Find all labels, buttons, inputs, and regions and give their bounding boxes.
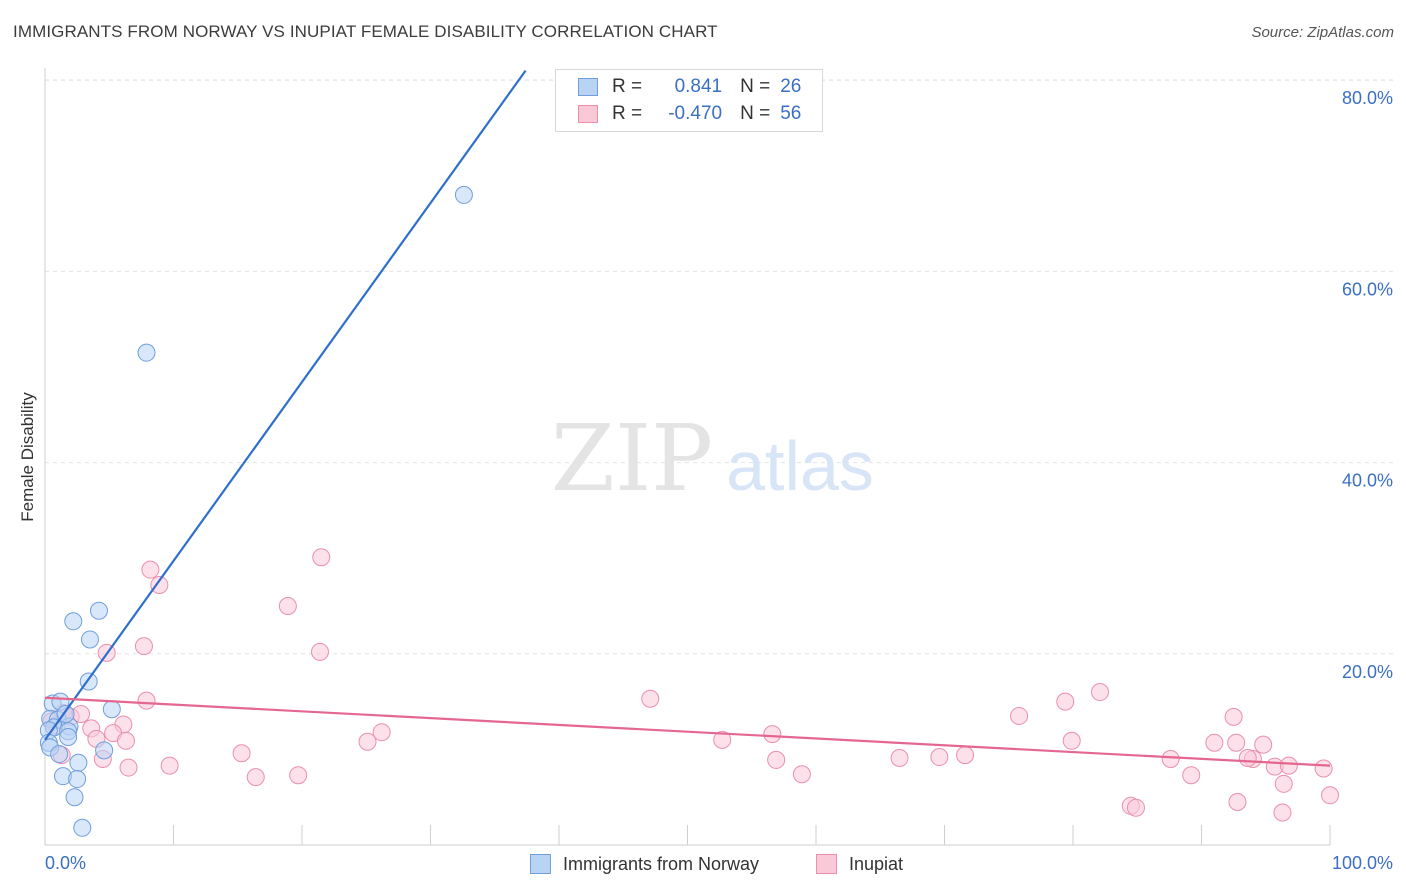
- norway-point[interactable]: [73, 818, 92, 837]
- inupiat-point[interactable]: [1090, 683, 1109, 702]
- legend-r-label: R =: [612, 103, 643, 124]
- inupiat-point[interactable]: [763, 725, 782, 744]
- inupiat-point[interactable]: [119, 758, 138, 777]
- inupiat-point[interactable]: [150, 575, 169, 594]
- source-label: Source: ZipAtlas.com: [1251, 24, 1394, 41]
- norway-point[interactable]: [80, 630, 99, 649]
- norway-point[interactable]: [95, 741, 114, 760]
- inupiat-swatch: [578, 105, 598, 123]
- inupiat-point[interactable]: [1273, 803, 1292, 822]
- inupiat-point[interactable]: [956, 746, 975, 765]
- inupiat-point[interactable]: [767, 750, 786, 769]
- norway-point[interactable]: [454, 185, 473, 204]
- norway-point[interactable]: [69, 753, 88, 772]
- inupiat-point[interactable]: [1228, 792, 1247, 811]
- inupiat-trend-line: [44, 696, 1331, 767]
- inupiat-point[interactable]: [641, 689, 660, 708]
- y-tick-label: 40.0%: [1342, 471, 1393, 491]
- y-tick-label: 60.0%: [1342, 279, 1393, 299]
- inupiat-point[interactable]: [116, 731, 135, 750]
- inupiat-point[interactable]: [137, 691, 156, 710]
- inupiat-point[interactable]: [1056, 692, 1075, 711]
- inupiat-point[interactable]: [312, 548, 331, 567]
- inupiat-point[interactable]: [310, 642, 329, 661]
- inupiat-point[interactable]: [1254, 735, 1273, 754]
- inupiat-point[interactable]: [1224, 707, 1243, 726]
- watermark-zip: ZIP: [551, 405, 713, 512]
- norway-n-value: 26: [780, 76, 802, 97]
- legend-row-inupiat: R = -0.470 N = 56: [578, 102, 801, 126]
- inupiat-point[interactable]: [1205, 733, 1224, 752]
- y-tick-label: 20.0%: [1342, 662, 1393, 682]
- axes: [44, 68, 1331, 846]
- norway-trend-line: [44, 69, 527, 741]
- norway-legend-swatch: [530, 854, 551, 874]
- norway-r-value: 0.841: [674, 76, 723, 97]
- x-tick-label-min: 0.0%: [45, 853, 86, 873]
- norway-legend-label: Immigrants from Norway: [563, 853, 760, 874]
- norway-point[interactable]: [102, 700, 121, 719]
- inupiat-point[interactable]: [372, 723, 391, 742]
- norway-point[interactable]: [68, 770, 87, 789]
- inupiat-point[interactable]: [1321, 786, 1339, 805]
- inupiat-point[interactable]: [134, 637, 153, 656]
- inupiat-point[interactable]: [1126, 798, 1145, 817]
- x-tick-label-max: 100.0%: [1332, 853, 1393, 873]
- legend-row-norway: R = 0.841 N = 26: [578, 75, 801, 99]
- norway-point[interactable]: [65, 788, 84, 807]
- inupiat-point[interactable]: [1010, 706, 1029, 725]
- bottom-legend-norway[interactable]: Immigrants from Norway: [530, 851, 759, 877]
- norway-point[interactable]: [50, 745, 69, 764]
- watermark-atlas: atlas: [726, 427, 874, 505]
- inupiat-point[interactable]: [1182, 766, 1201, 785]
- y-tick-labels: 20.0% 40.0% 60.0% 80.0%: [1342, 88, 1393, 682]
- norway-point[interactable]: [137, 343, 156, 362]
- inupiat-point[interactable]: [1161, 749, 1180, 768]
- inupiat-point[interactable]: [160, 756, 179, 775]
- x-tick-labels: 0.0% 100.0%: [45, 853, 1393, 873]
- norway-points: [39, 185, 473, 837]
- inupiat-point[interactable]: [713, 730, 732, 749]
- legend-n-label: N =: [740, 76, 771, 97]
- inupiat-point[interactable]: [1062, 731, 1081, 750]
- norway-point[interactable]: [59, 727, 78, 746]
- inupiat-n-value: 56: [780, 103, 802, 124]
- norway-swatch: [578, 78, 598, 96]
- chart-title: IMMIGRANTS FROM NORWAY VS INUPIAT FEMALE…: [13, 22, 718, 41]
- legend-r-label: R =: [612, 76, 643, 97]
- inupiat-point[interactable]: [1238, 749, 1257, 768]
- inupiat-point[interactable]: [890, 749, 909, 768]
- legend-n-label: N =: [740, 103, 771, 124]
- norway-point[interactable]: [89, 601, 108, 620]
- inupiat-points: [42, 548, 1339, 822]
- inupiat-point[interactable]: [232, 744, 251, 763]
- bottom-legend-inupiat[interactable]: Inupiat: [816, 851, 903, 877]
- inupiat-point[interactable]: [792, 765, 811, 784]
- inupiat-point[interactable]: [246, 768, 265, 787]
- inupiat-point[interactable]: [141, 560, 160, 579]
- norway-point[interactable]: [64, 612, 83, 631]
- inupiat-point[interactable]: [1279, 756, 1298, 775]
- inupiat-point[interactable]: [278, 597, 297, 615]
- inupiat-point[interactable]: [930, 748, 949, 767]
- inupiat-legend-swatch: [816, 854, 837, 874]
- gridlines: [45, 79, 1395, 655]
- y-tick-label: 80.0%: [1342, 88, 1393, 108]
- trend-lines: [44, 69, 1331, 767]
- inupiat-point[interactable]: [358, 732, 377, 751]
- watermark: ZIP atlas: [551, 405, 874, 512]
- inupiat-point[interactable]: [1227, 733, 1246, 752]
- correlation-legend: R = 0.841 N = 26 R = -0.470 N = 56: [555, 69, 823, 132]
- inupiat-point[interactable]: [1314, 759, 1333, 778]
- inupiat-point[interactable]: [1274, 774, 1293, 793]
- inupiat-legend-label: Inupiat: [849, 853, 904, 874]
- inupiat-r-value: -0.470: [668, 103, 723, 124]
- y-axis-label: Female Disability: [18, 392, 37, 522]
- inupiat-point[interactable]: [289, 766, 308, 785]
